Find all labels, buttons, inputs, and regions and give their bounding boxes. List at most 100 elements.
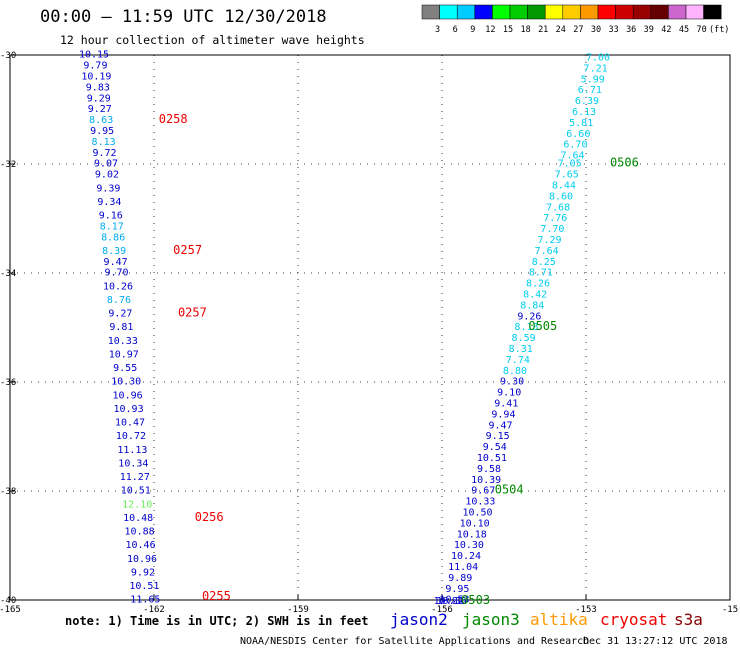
data-point-value: 9.10 <box>497 388 521 399</box>
data-point-value: 9.26 <box>517 311 541 322</box>
data-point-value: 8.71 <box>529 268 553 279</box>
data-point-value: 11.13 <box>117 445 147 456</box>
colorbar-label: 30 <box>591 25 601 35</box>
data-point-value: 8.25 <box>532 257 556 268</box>
colorbar-swatch <box>685 4 704 20</box>
data-point-value: 10.46 <box>126 540 156 551</box>
data-point-value: 9.07 <box>94 159 118 170</box>
data-point-value: 10.96 <box>113 390 143 401</box>
data-point-value: 9.89 <box>448 573 472 584</box>
x-tick-label: -165 <box>0 605 21 615</box>
data-point-value: 9.39 <box>96 183 120 194</box>
data-point-value: 7.74 <box>506 355 530 366</box>
colorbar-label: (ft) <box>709 25 729 35</box>
colorbar-label: 39 <box>644 25 654 35</box>
footer-timestamp: Dec 31 13:27:12 UTC 2018 <box>583 636 728 647</box>
satellite-legend-s3a: s3a <box>674 610 703 629</box>
data-point-value: 6.71 <box>578 85 602 96</box>
data-point-value: 10.51 <box>129 581 159 592</box>
data-point-value: 8.26 <box>526 279 550 290</box>
satellite-legend-jason3: jason3 <box>462 610 520 629</box>
time-label: 0257 <box>173 243 202 257</box>
y-tick-label: -38 <box>0 487 16 497</box>
data-point-value: 7.76 <box>543 213 567 224</box>
colorbar-swatch <box>421 4 440 20</box>
time-label: 0506 <box>610 156 639 170</box>
time-label: 0258 <box>159 112 188 126</box>
satellite-legend: jason2 jason3 altika cryosat s3a <box>390 610 703 629</box>
y-tick-label: -36 <box>0 378 16 388</box>
x-tick-label: -15 <box>722 605 738 615</box>
data-point-value: 11.04 <box>448 562 478 573</box>
data-point-value: 10.48 <box>123 513 153 524</box>
data-point-value: 7.64 <box>561 151 585 162</box>
data-point-value: 10.82 <box>434 596 464 607</box>
colorbar-label: 15 <box>503 25 513 35</box>
data-point-value: 10.47 <box>115 418 145 429</box>
data-point-value: 10.93 <box>114 404 144 415</box>
chart-subtitle: 12 hour collection of altimeter wave hei… <box>60 33 365 47</box>
colorbar-swatch <box>650 4 669 20</box>
data-point-value: 9.95 <box>445 584 469 595</box>
colorbar-label: 18 <box>520 25 530 35</box>
data-point-value: 10.97 <box>109 349 139 360</box>
data-point-value: 8.60 <box>549 191 573 202</box>
data-point-value: 9.55 <box>113 363 137 374</box>
data-point-value: 9.83 <box>86 82 110 93</box>
data-point-value: 10.34 <box>118 458 148 469</box>
time-label: 0257 <box>178 306 207 320</box>
data-point-value: 9.29 <box>87 93 111 104</box>
data-point-value: 10.39 <box>471 475 501 486</box>
data-point-value: 10.30 <box>111 377 141 388</box>
data-point-value: 7.21 <box>584 63 608 74</box>
colorbar: 3 6 9 12 15 18 21 24 27 30 33 36 39 42 45 70 (ft) <box>421 4 729 35</box>
data-point-value: 5.81 <box>569 118 593 129</box>
data-point-value: 10.26 <box>103 281 133 292</box>
colorbar-swatch <box>492 4 511 20</box>
data-point-value: 9.27 <box>88 104 112 115</box>
x-tick-label: -159 <box>287 605 309 615</box>
data-point-value: 10.10 <box>460 518 490 529</box>
data-point-value: 7.29 <box>537 235 561 246</box>
data-point-value: 8.84 <box>520 300 544 311</box>
data-point-value: 7.65 <box>555 170 579 181</box>
y-tick-label: -40 <box>0 596 16 606</box>
data-point-value: 10.15 <box>79 50 109 61</box>
data-point-value: 8.59 <box>512 333 536 344</box>
data-point-value: 9.72 <box>93 148 117 159</box>
data-point-value: 9.34 <box>97 197 121 208</box>
data-point-value: 9.47 <box>104 257 128 268</box>
data-point-value: 7.00 <box>586 52 610 63</box>
data-point-value: 9.02 <box>95 170 119 181</box>
data-point-value: 11.65 <box>130 595 160 606</box>
colorbar-swatch <box>703 4 722 20</box>
data-point-value: 10.50 <box>462 508 492 519</box>
data-point-value: 10.24 <box>451 551 481 562</box>
data-point-value: 7.68 <box>546 202 570 213</box>
colorbar-swatch <box>439 4 458 20</box>
data-point-value: 10.88 <box>125 527 155 538</box>
data-point-value: 10.96 <box>127 554 157 565</box>
data-point-value: 8.44 <box>552 181 576 192</box>
colorbar-swatch <box>527 4 546 20</box>
data-point-value: 7.70 <box>540 224 564 235</box>
data-point-value: 8.76 <box>107 295 131 306</box>
time-labels: 0258 0257 0257 0256 0255 0506 0505 0504 0503 <box>159 112 639 607</box>
colorbar-swatch <box>474 4 493 20</box>
chart-title: 00:00 – 11:59 UTC 12/30/2018 <box>40 7 327 27</box>
data-point-value: 9.92 <box>131 567 155 578</box>
data-point-value: 9.67 <box>471 486 495 497</box>
data-point-value: 9.30 <box>500 377 524 388</box>
colorbar-label: 42 <box>661 25 671 35</box>
time-label: 0504 <box>495 483 524 497</box>
colorbar-swatch <box>456 4 476 20</box>
colorbar-swatch <box>668 4 687 20</box>
time-label: 0503 <box>461 593 490 607</box>
colorbar-swatch <box>580 4 599 20</box>
colorbar-swatch <box>632 4 652 20</box>
axis-ticks: -165 -162 -159 -156 -153 -15 -30 -32 -34 -36 -38 -4… <box>0 51 738 615</box>
data-point-value: 9.95 <box>90 126 114 137</box>
data-point-value: 10.51 <box>477 453 507 464</box>
x-tick-label: -162 <box>143 605 165 615</box>
colorbar-label: 27 <box>573 25 583 35</box>
